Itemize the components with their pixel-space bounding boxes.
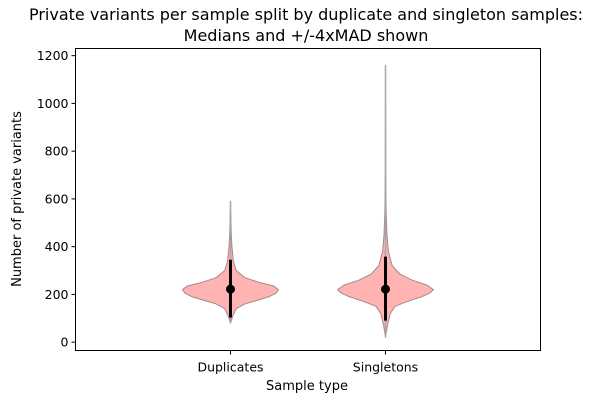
y-axis: 0 200 400 600 800 1000 1200 xyxy=(37,48,76,350)
x-axis: Duplicates Singletons xyxy=(197,350,418,375)
median-marker xyxy=(381,284,390,294)
chart-title-line-2: Medians and +/-4xMAD shown xyxy=(184,26,429,45)
y-axis-label: Number of private variants xyxy=(10,111,25,287)
x-tick-label: Duplicates xyxy=(197,360,263,375)
y-tick-label: 1200 xyxy=(37,48,69,63)
y-tick-label: 1000 xyxy=(37,96,69,111)
chart-title-line-1: Private variants per sample split by dup… xyxy=(29,5,583,24)
y-tick-label: 400 xyxy=(45,239,69,254)
y-tick-label: 600 xyxy=(45,191,69,206)
plot-frame xyxy=(75,48,541,351)
plot-area xyxy=(182,64,434,338)
median-marker xyxy=(226,284,235,294)
y-tick-label: 200 xyxy=(45,287,69,302)
x-tick-label: Singletons xyxy=(353,360,418,375)
y-tick-label: 800 xyxy=(45,144,69,159)
x-axis-label: Sample type xyxy=(266,379,348,394)
y-tick-label: 0 xyxy=(61,335,69,350)
